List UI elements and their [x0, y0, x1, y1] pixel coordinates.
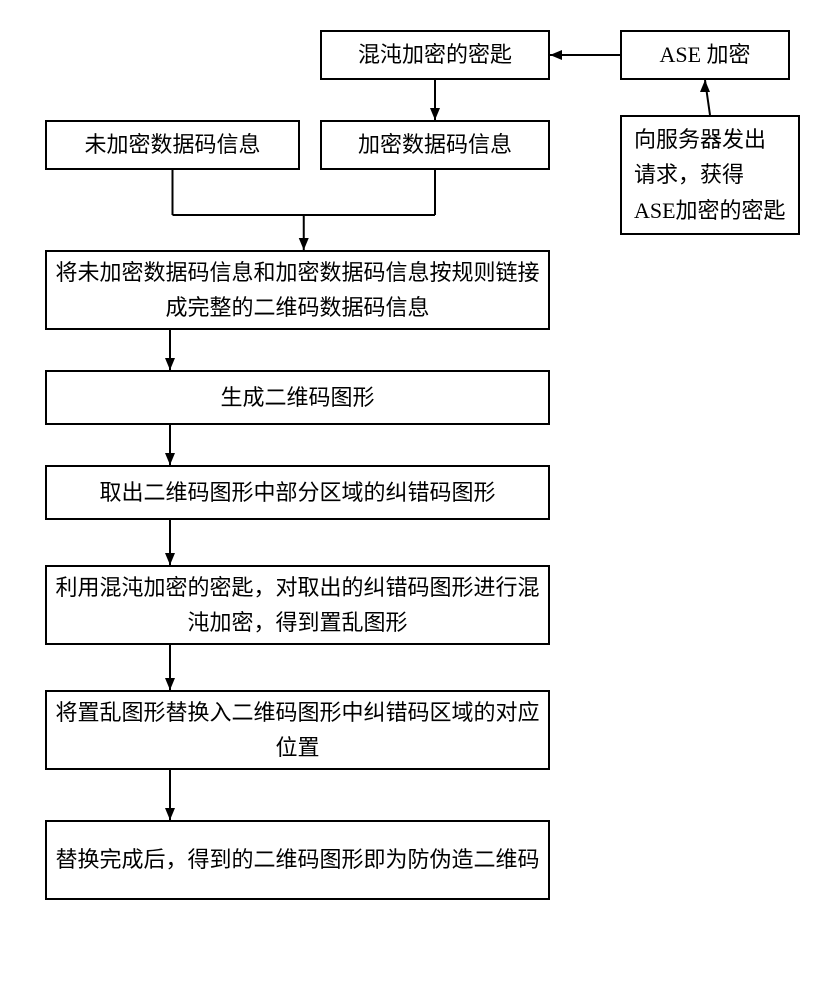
- node-n_replace: 将置乱图形替换入二维码图形中纠错码区域的对应位置: [45, 690, 550, 770]
- node-n_gen: 生成二维码图形: [45, 370, 550, 425]
- node-n_request: 向服务器发出请求，获得 ASE加密的密匙: [620, 115, 800, 235]
- node-n_extract: 取出二维码图形中部分区域的纠错码图形: [45, 465, 550, 520]
- node-n_unenc: 未加密数据码信息: [45, 120, 300, 170]
- node-n_enc: 加密数据码信息: [320, 120, 550, 170]
- node-n_ase: ASE 加密: [620, 30, 790, 80]
- node-n_scramble: 利用混沌加密的密匙，对取出的纠错码图形进行混沌加密，得到置乱图形: [45, 565, 550, 645]
- flowchart-canvas: 混沌加密的密匙 ASE 加密未加密数据码信息加密数据码信息 向服务器发出请求，获得 …: [20, 20, 820, 980]
- node-n_result: 替换完成后，得到的二维码图形即为防伪造二维码: [45, 820, 550, 900]
- node-n_chaos_key: 混沌加密的密匙: [320, 30, 550, 80]
- node-n_link: 将未加密数据码信息和加密数据码信息按规则链接成完整的二维码数据码信息: [45, 250, 550, 330]
